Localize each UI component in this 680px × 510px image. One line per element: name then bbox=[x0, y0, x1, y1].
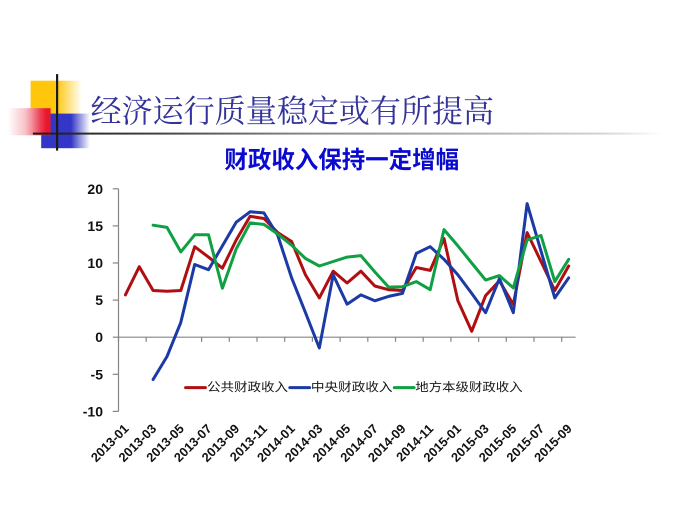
svg-text:-10: -10 bbox=[83, 403, 103, 419]
svg-text:5: 5 bbox=[95, 292, 103, 308]
svg-text:10: 10 bbox=[87, 255, 103, 271]
svg-text:15: 15 bbox=[87, 218, 103, 234]
svg-text:20: 20 bbox=[87, 181, 103, 197]
svg-text:0: 0 bbox=[95, 329, 103, 345]
svg-text:-5: -5 bbox=[91, 366, 104, 382]
